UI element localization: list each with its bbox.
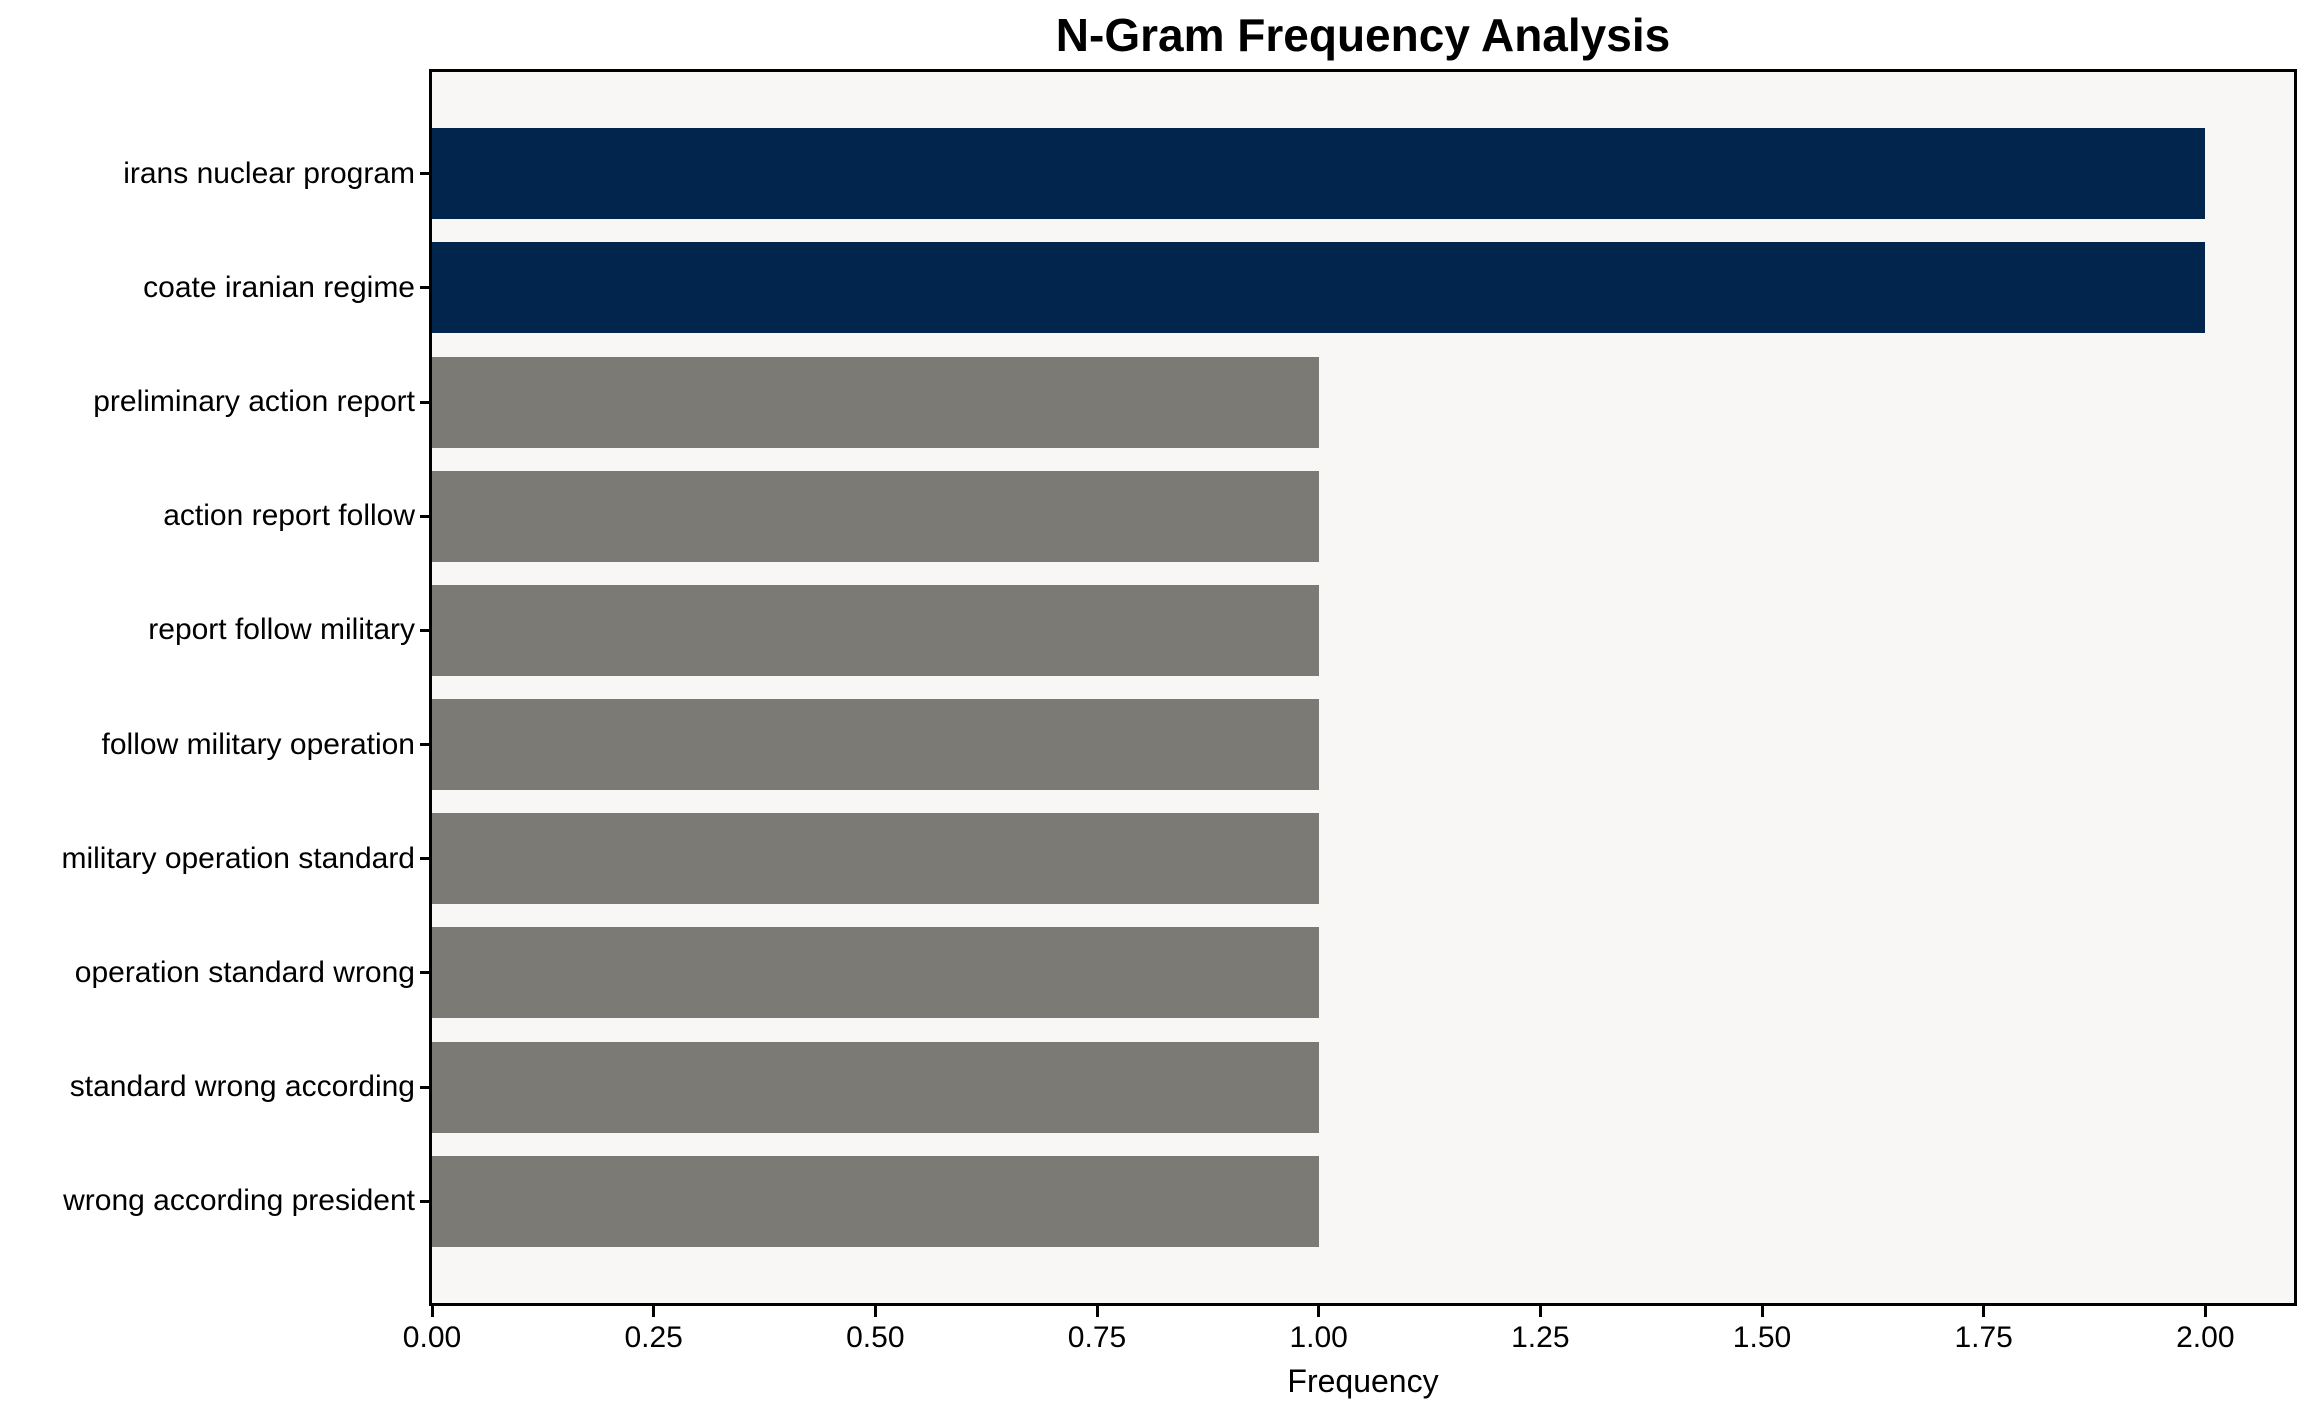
bar-coate-iranian-regime: [432, 242, 2206, 334]
plot-area: [429, 69, 2297, 1306]
y-tick-label: military operation standard: [61, 841, 415, 875]
x-tick-mark: [2203, 1306, 2207, 1317]
x-axis-label: Frequency: [1287, 1363, 1439, 1399]
y-tick-mark: [420, 514, 430, 518]
y-tick-mark: [420, 400, 430, 404]
y-tick-label: preliminary action report: [93, 385, 415, 419]
y-tick-mark: [420, 172, 430, 176]
y-tick-mark: [420, 971, 430, 975]
y-tick-label: irans nuclear program: [123, 156, 415, 190]
y-tick-mark: [420, 628, 430, 632]
y-tick-mark: [420, 1085, 430, 1089]
x-tick-label: 0.50: [846, 1321, 905, 1354]
bar-standard-wrong-according: [432, 1041, 1319, 1133]
bar-wrong-according-president: [432, 1155, 1319, 1247]
y-tick-mark: [420, 743, 430, 747]
chart-title: N-Gram Frequency Analysis: [1055, 9, 1671, 61]
y-tick-label: operation standard wrong: [74, 955, 415, 989]
bar-operation-standard-wrong: [432, 927, 1319, 1019]
y-tick-label: action report follow: [163, 499, 415, 533]
bar-follow-military-operation: [432, 699, 1319, 791]
x-tick-label: 1.50: [1732, 1321, 1792, 1354]
y-tick-label: wrong according president: [63, 1184, 415, 1218]
x-tick-mark: [1538, 1306, 1542, 1317]
x-tick-label: 1.75: [1954, 1321, 2013, 1354]
bar-irans-nuclear-program: [432, 128, 2206, 220]
y-tick-mark: [420, 1199, 430, 1203]
y-tick-label: report follow military: [148, 613, 415, 647]
y-tick-mark: [420, 857, 430, 861]
y-tick-mark: [420, 286, 430, 290]
x-tick-label: 1.00: [1289, 1321, 1348, 1354]
x-tick-mark: [1095, 1306, 1099, 1317]
y-tick-label: coate iranian regime: [143, 270, 415, 304]
x-tick-mark: [1317, 1306, 1321, 1317]
y-tick-label: follow military operation: [101, 727, 415, 761]
bar-report-follow-military: [432, 584, 1319, 676]
bar-action-report-follow: [432, 470, 1319, 562]
bar-preliminary-action-report: [432, 356, 1319, 448]
x-tick-label: 0.00: [402, 1321, 462, 1354]
x-tick-mark: [1760, 1306, 1764, 1317]
x-tick-label: 0.75: [1067, 1321, 1127, 1354]
x-tick-label: 1.25: [1511, 1321, 1570, 1354]
x-tick-mark: [1982, 1306, 1986, 1317]
x-tick-mark: [873, 1306, 877, 1317]
x-tick-label: 2.00: [2176, 1321, 2235, 1354]
y-tick-label: standard wrong according: [69, 1070, 415, 1104]
bar-military-operation-standard: [432, 813, 1319, 905]
x-tick-mark: [652, 1306, 656, 1317]
x-tick-label: 0.25: [624, 1321, 683, 1354]
x-tick-mark: [430, 1306, 434, 1317]
